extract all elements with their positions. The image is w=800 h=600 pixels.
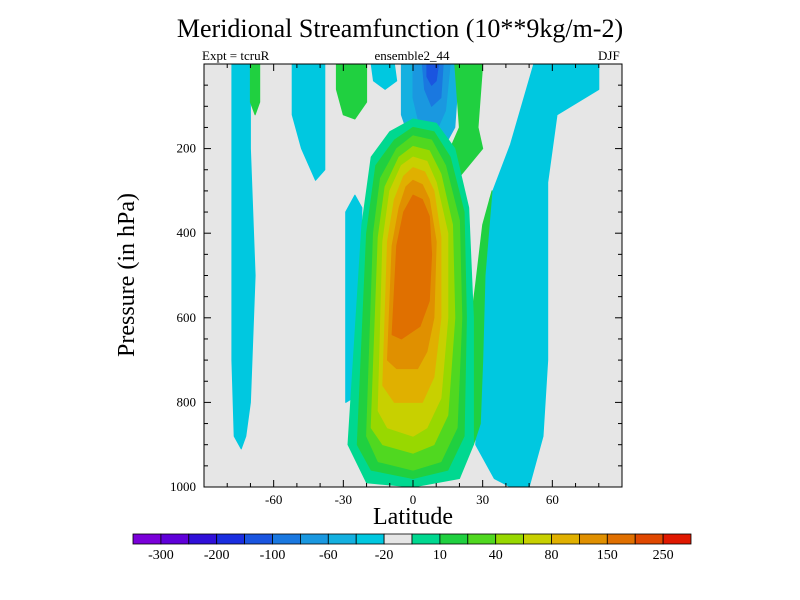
colorbar-swatch <box>327 533 357 545</box>
colorbar-swatch <box>439 533 469 545</box>
x-tick-label: 30 <box>476 492 489 507</box>
x-axis-label: Latitude <box>373 504 453 530</box>
x-tick-label: 60 <box>546 492 559 507</box>
colorbar-label: 40 <box>489 548 503 563</box>
y-axis: 200 400 600 800 1000 <box>170 63 622 494</box>
ensemble-label: ensemble2_44 <box>374 48 450 63</box>
colorbar-swatch <box>355 533 385 545</box>
season-label: DJF <box>598 48 620 63</box>
colorbar-swatch <box>299 533 329 545</box>
y-tick-label: 1000 <box>170 479 196 494</box>
colorbar-swatch <box>160 533 190 545</box>
contour-region <box>426 64 439 86</box>
y-tick-label: 800 <box>177 394 197 409</box>
colorbar-swatch <box>244 533 273 545</box>
contour-region <box>291 64 326 181</box>
colorbar-label: 250 <box>653 548 674 563</box>
colorbar-label: -200 <box>204 548 230 563</box>
y-axis-label: Pressure (in hPa) <box>114 193 140 357</box>
y-tick-label: 600 <box>177 310 197 325</box>
colorbar-swatch <box>132 533 162 545</box>
colorbar-swatch <box>662 533 692 545</box>
colorbar-label: -100 <box>260 548 286 563</box>
x-tick-label: -30 <box>335 492 352 507</box>
colorbar-swatch <box>383 533 413 545</box>
colorbar-label: -60 <box>319 548 338 563</box>
colorbar-label: -20 <box>375 548 394 563</box>
contour-region <box>468 190 493 446</box>
colorbar-swatch <box>523 533 552 545</box>
colorbar-swatch <box>579 533 608 545</box>
y-tick-label: 200 <box>177 141 197 156</box>
colorbar-swatch <box>216 533 245 545</box>
colorbar-label: 10 <box>433 548 447 563</box>
contour-region <box>475 64 600 487</box>
colorbar-swatch <box>411 533 441 545</box>
contour-region <box>249 64 261 116</box>
colorbar-swatch <box>551 533 580 545</box>
colorbar-label: 150 <box>597 548 618 563</box>
colorbar-label: 80 <box>545 548 559 563</box>
colorbar-swatch <box>272 533 301 545</box>
x-tick-label: 0 <box>410 492 417 507</box>
colorbar-swatch <box>188 533 218 545</box>
contour-region <box>370 64 398 90</box>
y-tick-label: 400 <box>177 225 197 240</box>
colorbar-swatch <box>606 533 636 545</box>
chart-title: Meridional Streamfunction (10**9kg/m-2) <box>176 14 624 43</box>
x-axis: -60 -30 0 30 60 <box>203 64 623 507</box>
contour-regions <box>231 64 600 487</box>
colorbar-swatch <box>634 533 664 545</box>
contour-region <box>231 64 256 450</box>
contour-region <box>335 64 368 120</box>
colorbar-label: -300 <box>148 548 174 563</box>
colorbar-swatch <box>467 533 497 545</box>
colorbar: -300 -200 -100 -60 -20 10 40 80 150 250 <box>132 533 692 563</box>
experiment-label: Expt = tcruR <box>202 48 270 63</box>
contour-region <box>391 194 433 340</box>
colorbar-swatch <box>495 533 525 545</box>
x-tick-label: -60 <box>265 492 282 507</box>
